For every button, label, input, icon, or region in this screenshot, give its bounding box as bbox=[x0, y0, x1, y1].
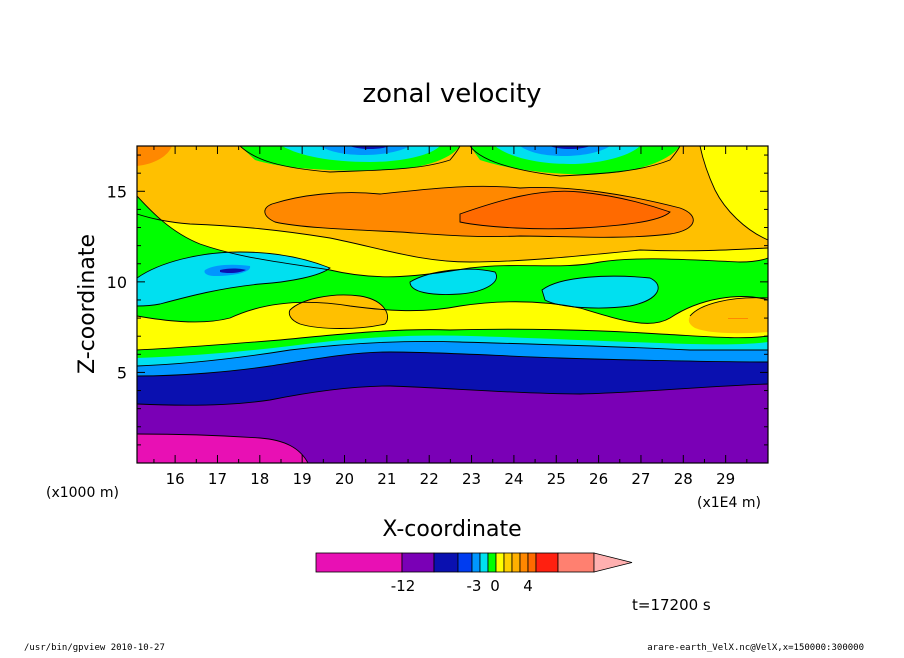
colorbar-segment bbox=[519, 552, 529, 573]
band-mid-orange-blob3 bbox=[728, 318, 748, 319]
y-tick-label: 15 bbox=[107, 182, 127, 201]
band-bottom-magenta bbox=[137, 434, 308, 463]
contour-line-17 bbox=[469, 146, 681, 177]
colorbar-segment bbox=[511, 552, 521, 573]
colorbar-segment bbox=[503, 552, 513, 573]
y-tick-label: 10 bbox=[107, 273, 127, 292]
plot-frame bbox=[136, 145, 769, 464]
contour-line-7 bbox=[409, 268, 497, 295]
band-upper-darkorange bbox=[460, 191, 670, 229]
x-tick-label: 28 bbox=[674, 470, 693, 488]
colorbar bbox=[315, 552, 633, 573]
band-top-blue bbox=[320, 146, 610, 156]
x-axis-title: X-coordinate bbox=[382, 517, 521, 542]
chart-title: zonal velocity bbox=[362, 79, 541, 109]
contour-line-6 bbox=[137, 251, 331, 307]
x-tick-label: 25 bbox=[547, 470, 566, 488]
plot-area: 16 17 18 19 20 21 22 23 24 25 26 27 28 29 5 10 15 bbox=[107, 145, 769, 488]
footer-left: /usr/bin/gpview 2010-10-27 bbox=[24, 643, 165, 653]
band-mid-cyan-blob2 bbox=[542, 276, 659, 308]
colorbar-segment bbox=[487, 552, 497, 573]
y-axis-title: Z-coordinate bbox=[75, 234, 100, 374]
tick-labels: 16 17 18 19 20 21 22 23 24 25 26 27 28 29 5 10 15 bbox=[107, 182, 736, 488]
colorbar-segment bbox=[495, 552, 505, 573]
contour-line-11 bbox=[137, 328, 768, 351]
colorbar-segment bbox=[315, 552, 403, 573]
x-tick-label: 24 bbox=[504, 470, 523, 488]
colorbar-extend-triangle bbox=[593, 552, 633, 573]
contour-line-13 bbox=[137, 351, 768, 377]
x-tick-label: 17 bbox=[208, 470, 227, 488]
contour-line-1 bbox=[137, 213, 768, 263]
colorbar-segment bbox=[535, 552, 559, 573]
contour-line-12 bbox=[137, 341, 768, 367]
colorbar-label: 4 bbox=[523, 577, 533, 595]
x-tick-label: 18 bbox=[250, 470, 269, 488]
contour-line-8 bbox=[541, 275, 659, 309]
contour-line-4 bbox=[137, 195, 768, 278]
contour-line-14 bbox=[137, 383, 768, 406]
contour-line-16 bbox=[239, 146, 461, 173]
band-mid-orange-blob2 bbox=[688, 297, 768, 334]
band-mid-navy-blob bbox=[220, 268, 246, 274]
x-tick-label: 20 bbox=[335, 470, 354, 488]
colorbar-segment bbox=[457, 552, 473, 573]
colorbar-segment bbox=[433, 552, 459, 573]
x-tick-label: 29 bbox=[716, 470, 735, 488]
footer-right: arare-earth_VelX.nc@VelX,x=150000:300000 bbox=[647, 643, 864, 653]
colorbar-segment bbox=[479, 552, 489, 573]
x-tick-label: 22 bbox=[420, 470, 439, 488]
colorbar-label: -12 bbox=[391, 577, 416, 595]
band-topleft-orange bbox=[137, 146, 172, 166]
band-mid-cyan-blob1 bbox=[410, 269, 497, 295]
x-tick-label: 16 bbox=[166, 470, 185, 488]
contour-line-3 bbox=[459, 190, 671, 230]
colorbar-segment bbox=[557, 552, 595, 573]
colorbar-label: 0 bbox=[490, 577, 500, 595]
x-unit-label: (x1E4 m) bbox=[697, 495, 761, 511]
band-low-purple bbox=[137, 384, 768, 463]
band-mid-orange-blob1 bbox=[289, 294, 388, 329]
contour-line-18 bbox=[699, 146, 768, 241]
x-tick-label: 23 bbox=[462, 470, 481, 488]
y-unit-label: (x1000 m) bbox=[46, 485, 119, 501]
contour-line-9 bbox=[288, 294, 389, 329]
axis-ticks bbox=[137, 146, 768, 463]
colorbar-labels: -12 -3 0 4 bbox=[391, 577, 533, 595]
x-tick-label: 26 bbox=[589, 470, 608, 488]
band-mid-cyan-left bbox=[137, 252, 330, 306]
contour-line-2 bbox=[264, 185, 694, 238]
contour-line-15 bbox=[137, 433, 309, 463]
contour-line-5 bbox=[137, 296, 768, 324]
colorbar-segment bbox=[471, 552, 481, 573]
y-tick-label: 5 bbox=[117, 363, 127, 382]
x-tick-label: 21 bbox=[377, 470, 396, 488]
time-label: t=17200 s bbox=[632, 596, 711, 614]
x-tick-label: 27 bbox=[631, 470, 650, 488]
colorbar-segment bbox=[401, 552, 435, 573]
colorbar-label: -3 bbox=[467, 577, 482, 595]
band-topright-yellow bbox=[700, 146, 768, 240]
colorbar-segment bbox=[527, 552, 537, 573]
contour-line-10 bbox=[689, 297, 768, 317]
x-tick-label: 19 bbox=[293, 470, 312, 488]
